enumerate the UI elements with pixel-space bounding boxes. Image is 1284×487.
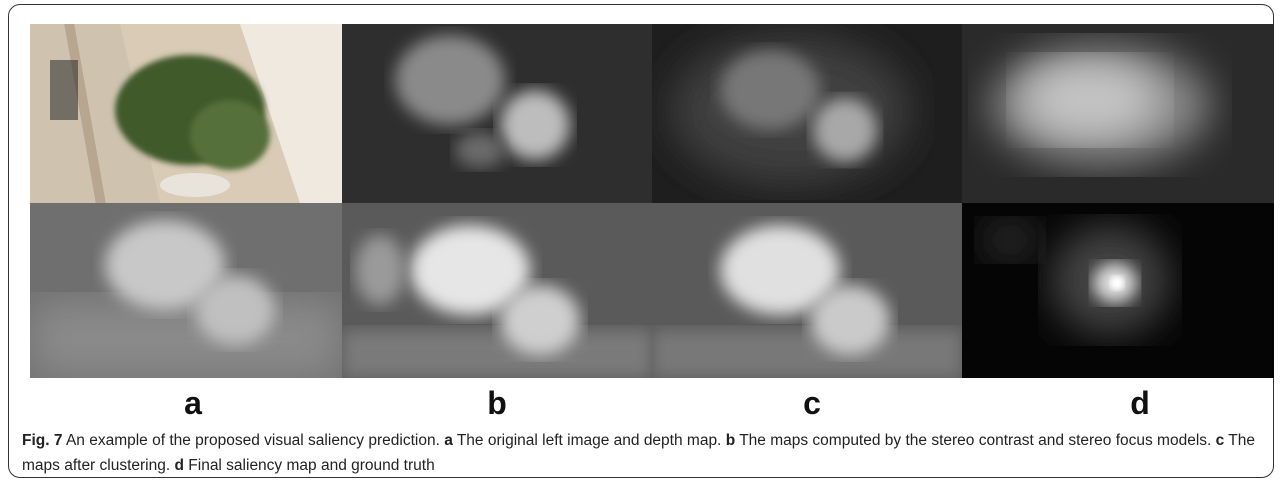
panel-label: b: [447, 385, 547, 422]
original-image: [30, 24, 342, 203]
stereo-contrast-map: [342, 24, 652, 203]
caption-part-label: a: [444, 432, 453, 449]
depth-map: [30, 203, 342, 378]
panel-label: d: [1090, 385, 1190, 422]
final-saliency-map: [962, 24, 1274, 203]
caption-part-label: b: [726, 432, 735, 449]
caption-part-text: The original left image and depth map.: [457, 432, 722, 449]
clustered-focus-map: [652, 203, 962, 378]
caption-part-text: The maps computed by the stereo contrast…: [739, 432, 1211, 449]
figure: a b c d Fig. 7 An example of the propose…: [0, 0, 1284, 487]
clustered-contrast-map: [652, 24, 962, 203]
panel-label: c: [762, 385, 862, 422]
stereo-focus-map: [342, 203, 652, 378]
ground-truth-map: [962, 203, 1274, 378]
caption-part-label: d: [175, 457, 184, 474]
caption: Fig. 7 An example of the proposed visual…: [22, 428, 1262, 478]
caption-part-text: Final saliency map and ground truth: [188, 457, 434, 474]
caption-label: Fig. 7: [22, 432, 62, 449]
caption-text: An example of the proposed visual salien…: [66, 432, 440, 449]
caption-part-label: c: [1216, 432, 1225, 449]
panel-label: a: [143, 385, 243, 422]
